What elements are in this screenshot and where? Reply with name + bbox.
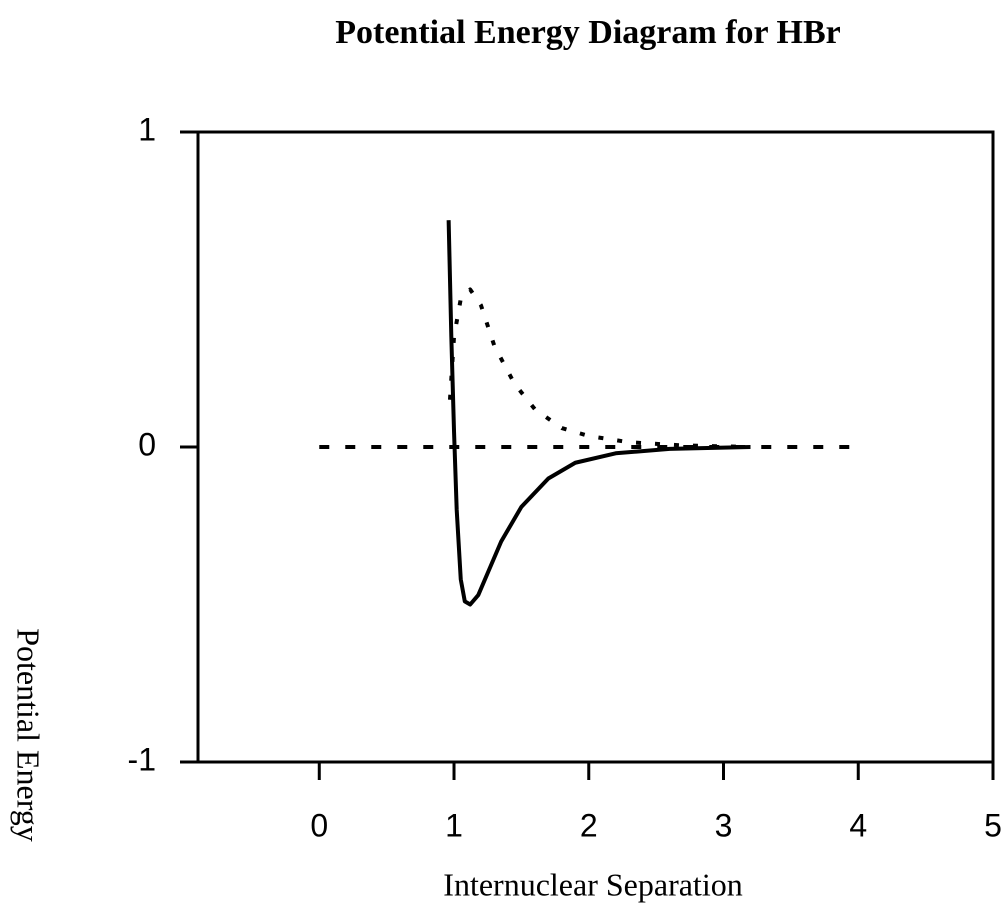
x-tick-label: 0 (310, 807, 328, 843)
y-axis-label: Potential Energy (11, 628, 47, 842)
y-tick-label: 1 (138, 111, 156, 147)
x-tick-label: 3 (715, 807, 733, 843)
plot-frame (196, 130, 995, 764)
x-axis-label: Internuclear Separation (443, 866, 742, 902)
x-tick-label: 1 (445, 807, 463, 843)
x-tick-label: 4 (849, 807, 867, 843)
y-tick-label: 0 (138, 426, 156, 462)
chart-title: Potential Energy Diagram for HBr (335, 14, 841, 51)
series-line (446, 220, 751, 607)
y-tick-label: -1 (128, 741, 156, 777)
series-line (447, 287, 751, 449)
x-tick-label: 2 (580, 807, 598, 843)
x-tick-label: 5 (984, 807, 1002, 843)
